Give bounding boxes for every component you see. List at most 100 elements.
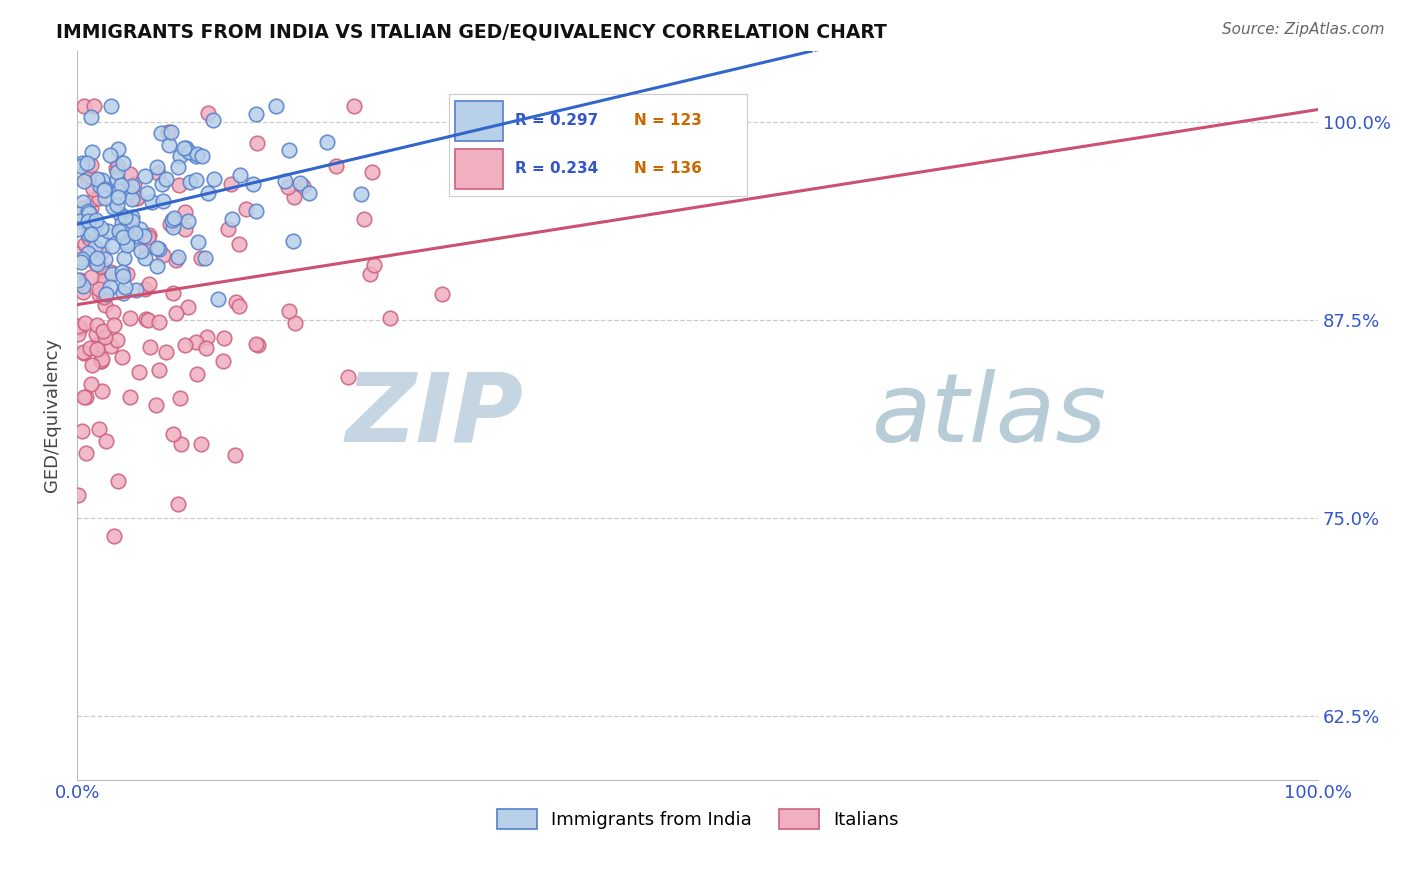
Point [105,334,128,348]
Point [162,219,184,234]
Point [98,148,121,162]
Point [76,246,98,260]
Point [195,329,218,343]
Point [67,319,90,334]
Point [75,446,97,460]
Point [219,177,242,191]
Point [86,172,108,186]
Point [277,179,299,194]
Point [90,233,112,247]
Point [70,255,93,269]
Point [80,227,103,242]
Point [246,136,269,150]
Point [148,363,170,377]
Point [148,242,170,256]
Point [114,211,136,225]
Point [73,345,96,359]
Point [378,311,401,326]
Point [111,286,134,301]
Point [72,195,94,210]
Point [290,176,312,190]
Point [284,316,307,330]
Point [266,99,288,113]
Point [89,421,111,435]
Point [146,160,169,174]
Point [129,221,152,235]
Point [315,135,337,149]
Point [152,248,174,262]
Point [124,226,146,240]
Point [118,219,141,233]
Point [134,251,156,265]
Point [76,227,98,241]
Point [77,206,100,220]
Point [298,186,321,201]
Point [101,200,124,214]
Point [90,259,112,273]
Point [77,169,100,183]
Point [96,287,118,301]
Point [136,313,159,327]
Point [167,178,190,193]
Point [72,252,94,267]
Point [190,436,212,450]
Point [89,191,111,205]
Point [80,145,103,159]
Point [173,141,195,155]
Point [89,182,111,196]
Point [235,202,257,217]
Point [67,327,90,342]
Point [325,159,347,173]
Point [76,213,98,227]
Point [124,229,146,244]
Point [245,107,267,121]
Point [149,126,172,140]
Point [103,529,125,543]
Point [246,338,269,352]
Point [77,230,100,244]
Point [155,345,177,359]
Point [129,244,152,259]
Point [84,240,107,254]
Point [174,222,197,236]
Point [93,191,115,205]
Point [69,321,91,335]
Point [430,287,453,301]
Point [132,229,155,244]
Point [72,201,94,215]
Point [148,315,170,329]
Point [83,192,105,206]
Point [107,224,129,238]
Point [91,324,114,338]
Point [157,138,180,153]
Point [98,279,121,293]
Point [121,192,143,206]
Point [80,269,103,284]
Point [228,236,250,251]
Point [278,304,301,318]
Point [107,142,129,156]
Point [115,238,138,252]
Point [155,172,177,186]
Point [363,258,385,272]
Point [73,174,96,188]
Point [202,172,225,186]
Point [245,204,267,219]
Point [118,311,141,326]
Point [97,224,120,238]
Point [350,186,373,201]
Point [165,253,187,268]
Point [86,251,108,265]
Point [107,159,129,173]
Point [187,235,209,249]
Point [89,282,111,296]
Point [75,316,97,330]
Point [118,185,141,199]
Point [84,213,107,227]
Point [76,205,98,219]
Point [165,306,187,320]
Point [359,267,381,281]
Point [67,273,90,287]
Point [86,318,108,332]
Point [214,331,236,345]
